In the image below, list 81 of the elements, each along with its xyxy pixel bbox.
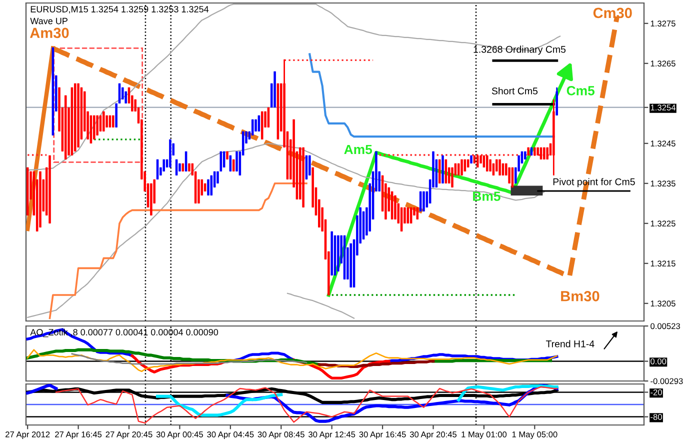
candlestick	[394, 194, 396, 220]
candlestick	[400, 206, 403, 232]
candlestick	[207, 178, 210, 196]
candlestick	[229, 154, 232, 172]
y-tick-label: 1.3245	[650, 140, 676, 146]
y-tick-label: 0.00	[650, 358, 666, 364]
candlestick	[422, 190, 425, 212]
candlestick	[210, 174, 213, 196]
x-tick-label: 27 Apr 16:45	[55, 431, 102, 440]
candlestick	[175, 158, 178, 176]
candlestick	[251, 118, 254, 136]
candlestick	[438, 158, 441, 184]
candlestick	[444, 158, 448, 184]
x-tick-label: 27 Apr 20:45	[106, 431, 152, 440]
line-series	[27, 142, 545, 318]
line-series	[26, 349, 558, 372]
candlestick	[108, 114, 112, 128]
annotation: Cm30	[593, 8, 632, 18]
candlestick	[236, 150, 238, 172]
candlestick	[305, 154, 308, 180]
annotation: Trend H1-4	[546, 340, 594, 348]
y-tick-label: -20	[650, 389, 662, 396]
line-series	[286, 292, 355, 319]
line-series	[308, 53, 555, 138]
y-tick-label: 1.3225	[650, 220, 676, 226]
annotation: Bm30	[561, 290, 600, 302]
x-tick-label: 30 Apr 20:45	[410, 431, 457, 440]
candlestick	[222, 150, 226, 168]
annotation: Am5	[344, 144, 372, 154]
x-tick-label: 1 May 01:00	[462, 431, 507, 440]
annotation: Short Cm5	[492, 87, 538, 94]
candlestick	[464, 158, 466, 172]
candlestick	[406, 206, 410, 224]
candlestick	[416, 206, 419, 220]
y-tick-label: 1.3215	[650, 260, 676, 266]
candlestick	[482, 154, 486, 168]
annotation: Am30	[30, 28, 69, 38]
candlestick	[502, 162, 504, 176]
candlestick	[258, 114, 260, 132]
text: Wave UP	[30, 18, 68, 24]
y-tick-label: 0.00523	[650, 323, 680, 330]
candlestick	[232, 158, 235, 172]
candlestick	[156, 158, 159, 180]
x-tick-label: 30 Apr 04:45	[207, 431, 254, 440]
candlestick	[267, 106, 270, 128]
x-tick-label: 30 Apr 00:45	[156, 431, 203, 440]
candlestick	[511, 166, 514, 188]
candlestick	[184, 150, 188, 172]
candlestick	[457, 162, 460, 176]
y-tick-label: 1.3275	[650, 20, 676, 26]
y-tick-label: 1.3235	[650, 180, 676, 186]
annotation: Cm5	[566, 86, 595, 96]
candlestick	[556, 86, 558, 116]
annotation: 1.3268 Ordinary Cm5	[474, 46, 566, 55]
candlestick	[99, 114, 102, 132]
y-tick-label: -80	[650, 414, 662, 420]
x-tick-label: 27 Apr 2012	[6, 431, 50, 440]
x-tick-label: 30 Apr 16:45	[359, 431, 406, 440]
line-series	[71, 353, 308, 365]
candlestick	[410, 206, 412, 224]
annotation: Pivot point for Cm5	[553, 178, 635, 188]
x-tick-label: 1 May 05:00	[512, 431, 558, 440]
candlestick	[451, 166, 454, 188]
chart-title: EURUSD,M15 1.3254 1.3259 1.3253 1.3254	[30, 6, 209, 14]
candlestick	[486, 154, 488, 172]
x-tick-label: 30 Apr 08:45	[258, 431, 304, 440]
candlestick	[118, 82, 121, 104]
y-tick-label: 1.3265	[650, 60, 676, 66]
y-tick-label: 1.3205	[650, 300, 676, 306]
y-tick-label: -0.00293	[650, 378, 683, 384]
x-tick-label: 30 Apr 12:45	[308, 431, 356, 440]
candlestick	[460, 158, 463, 176]
y-tick-label: 1.3254	[650, 104, 676, 110]
candlestick	[492, 162, 495, 176]
candlestick	[254, 118, 257, 132]
line-series	[48, 182, 308, 320]
candlestick	[419, 190, 422, 212]
candlestick	[216, 170, 219, 184]
candlestick	[540, 146, 542, 160]
annotation: Bm5	[473, 192, 500, 201]
candlestick	[220, 150, 222, 172]
